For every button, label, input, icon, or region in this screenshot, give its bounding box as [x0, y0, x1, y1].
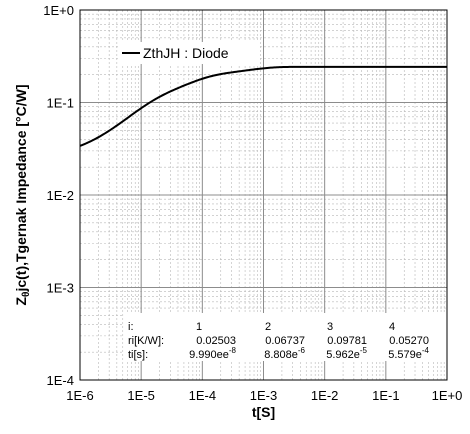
table-index: 4	[389, 321, 395, 333]
x-tick-label: 1E-2	[311, 388, 338, 403]
x-tick-label: 1E-5	[127, 388, 154, 403]
y-axis-ticks: 1E-4 1E-3 1E-2 1E-1 1E+0	[43, 3, 74, 388]
table-ri-label: ri[K/W]:	[128, 335, 164, 347]
x-tick-label: 1E-1	[372, 388, 399, 403]
x-tick-label: 1E+0	[432, 388, 463, 403]
table-ri-value: 0.05270	[389, 335, 429, 347]
table-index: 1	[196, 321, 202, 333]
table-ri-value: 0.06737	[265, 335, 305, 347]
table-ti-mantissa: 8.808e	[264, 349, 298, 361]
table-ti-exponent: -8	[229, 346, 237, 355]
legend-label: ZthJH : Diode	[143, 45, 229, 61]
table-ti-value: 8.808e-6	[264, 346, 305, 361]
table-ri-value: 0.02503	[196, 335, 236, 347]
parameter-table: i: 1 2 3 4 ri[K/W]: 0.02503 0.06737 0.09781 0.052…	[124, 313, 446, 361]
table-header-label: i:	[128, 321, 134, 333]
table-ri-value: 0.09781	[327, 335, 367, 347]
table-ti-exponent: -5	[360, 346, 368, 355]
table-ti-exponent: -6	[298, 346, 306, 355]
x-axis-ticks: 1E-6 1E-5 1E-4 1E-3 1E-2 1E-1 1E+0	[66, 388, 462, 403]
y-axis-title: Zθjc(t),Tgernak Impedance [°C/W]	[13, 84, 32, 305]
plot-frame	[79, 9, 448, 381]
y-tick-label: 1E-1	[47, 96, 74, 111]
y-tick-label: 1E-4	[47, 373, 74, 388]
table-ti-label: ti[s]:	[128, 349, 148, 361]
x-tick-label: 1E-4	[189, 388, 216, 403]
table-ti-value: 9.990ee-8	[189, 346, 236, 361]
y-tick-label: 1E-3	[47, 281, 74, 296]
table-ti-value: 5.962e-5	[326, 346, 367, 361]
y-axis-title-subscript: θ	[21, 292, 32, 297]
y-tick-label: 1E-2	[47, 188, 74, 203]
table-index: 3	[327, 321, 333, 333]
x-tick-label: 1E-3	[250, 388, 277, 403]
table-index: 2	[265, 321, 271, 333]
x-tick-label: 1E-6	[66, 388, 93, 403]
table-ti-mantissa: 5.962e	[326, 349, 360, 361]
legend: ZthJH : Diode	[118, 42, 258, 64]
table-ti-value: 5.579e-4	[388, 346, 429, 361]
table-ti-exponent: -4	[422, 346, 430, 355]
table-ti-mantissa: 5.579e	[388, 349, 422, 361]
y-axis-title-prefix: Z	[13, 297, 29, 306]
y-tick-label: 1E+0	[43, 3, 74, 18]
legend-background	[118, 42, 258, 64]
table-ti-mantissa: 9.990ee	[189, 349, 229, 361]
series-line-zthjh-diode	[79, 65, 447, 147]
x-axis-title: t[S]	[252, 404, 275, 420]
parameter-table-background	[124, 313, 446, 361]
y-axis-title-suffix: jc(t),Tgernak Impedance [°C/W]	[13, 84, 29, 292]
